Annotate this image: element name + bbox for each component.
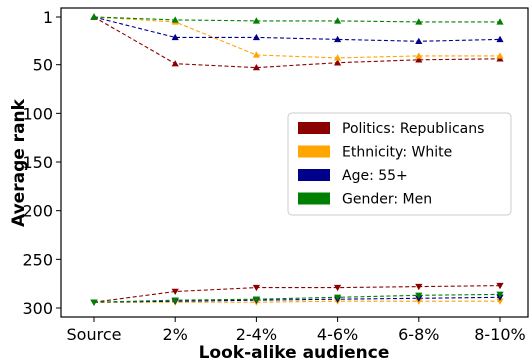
- y-tick-label: 150: [22, 153, 53, 172]
- data-point-gender-men-lower: [90, 299, 98, 306]
- data-point-ethnicity-white-upper: [252, 51, 260, 58]
- y-tick-label: 200: [22, 202, 53, 221]
- legend-label-gender-men: Gender: Men: [342, 192, 432, 208]
- data-point-politics-republicans-upper: [171, 60, 179, 67]
- series-line-ethnicity-white-lower: [94, 300, 500, 303]
- data-point-age-55-upper: [171, 33, 179, 41]
- data-point-politics-republicans-upper: [334, 59, 342, 66]
- x-axis-title: Look-alike audience: [199, 343, 390, 362]
- data-point-politics-republicans-lower: [496, 282, 504, 290]
- y-tick-label: 300: [22, 299, 53, 318]
- data-point-politics-republicans-upper: [252, 64, 260, 71]
- data-point-ethnicity-white-upper: [496, 52, 504, 59]
- series-line-age-55-upper: [93, 16, 501, 42]
- data-point-gender-men-lower: [334, 294, 342, 301]
- legend-label-ethnicity-white: Ethnicity: White: [342, 145, 452, 161]
- legend-swatch-politics-republicans: [298, 122, 330, 134]
- series-line-politics-republicans-upper: [93, 16, 501, 69]
- x-tick-label: 8-10%: [474, 325, 526, 344]
- data-point-politics-republicans-lower: [252, 284, 260, 292]
- data-point-gender-men-upper: [171, 16, 179, 23]
- x-tick-label: 6-8%: [398, 325, 439, 344]
- data-point-gender-men-upper: [334, 17, 342, 24]
- data-point-gender-men-upper: [252, 17, 260, 24]
- series-line-politics-republicans-lower: [93, 285, 501, 303]
- y-tick-label: 50: [33, 56, 53, 75]
- data-point-age-55-upper: [496, 35, 504, 43]
- data-point-age-55-upper: [415, 37, 423, 45]
- series-lines: [93, 16, 501, 303]
- legend-label-age-55: Age: 55+: [342, 168, 408, 184]
- data-point-age-55-upper: [334, 35, 342, 43]
- data-point-politics-republicans-upper: [415, 56, 423, 63]
- data-point-gender-men-upper: [496, 18, 504, 25]
- data-point-gender-men-lower: [171, 297, 179, 304]
- x-tick-label: 2-4%: [236, 325, 277, 344]
- y-tick-label: 250: [22, 250, 53, 269]
- y-tick-label: 1: [43, 8, 53, 27]
- data-point-gender-men-lower: [252, 296, 260, 303]
- series-line-age-55-lower: [93, 296, 501, 303]
- data-point-gender-men-upper: [415, 18, 423, 25]
- legend-swatch-ethnicity-white: [298, 145, 330, 158]
- data-point-politics-republicans-lower: [415, 283, 423, 291]
- data-point-politics-republicans-lower: [334, 284, 342, 292]
- data-point-ethnicity-white-upper: [415, 52, 423, 59]
- x-tick-label: 2%: [163, 325, 188, 344]
- legend-swatch-age-55: [298, 169, 330, 181]
- x-tick-label: 4-6%: [317, 325, 358, 344]
- legend: Politics: Republicans Ethnicity: White Age…: [287, 112, 512, 216]
- x-axis: Source 2% 2-4% 4-6% 6-8% 8-10%: [67, 317, 526, 344]
- y-axis-title: Average rank: [9, 98, 29, 227]
- data-point-gender-men-lower: [415, 292, 423, 299]
- series-line-gender-men-lower: [93, 293, 501, 303]
- legend-swatch-gender-men: [298, 192, 330, 205]
- series-line-ethnicity-white-upper: [93, 16, 500, 59]
- y-tick-label: 100: [22, 104, 53, 123]
- data-point-age-55-upper: [252, 33, 260, 41]
- x-tick-label: Source: [67, 325, 122, 344]
- data-point-ethnicity-white-lower: [496, 298, 504, 305]
- data-point-gender-men-lower: [496, 291, 504, 298]
- series-markers: [90, 13, 504, 306]
- data-point-gender-men-upper: [90, 13, 98, 20]
- data-point-ethnicity-white-upper: [334, 54, 342, 61]
- legend-label-politics-republicans: Politics: Republicans: [342, 121, 484, 137]
- legend-frame: [287, 112, 512, 216]
- series-line-gender-men-upper: [93, 16, 500, 23]
- data-point-politics-republicans-lower: [171, 288, 179, 296]
